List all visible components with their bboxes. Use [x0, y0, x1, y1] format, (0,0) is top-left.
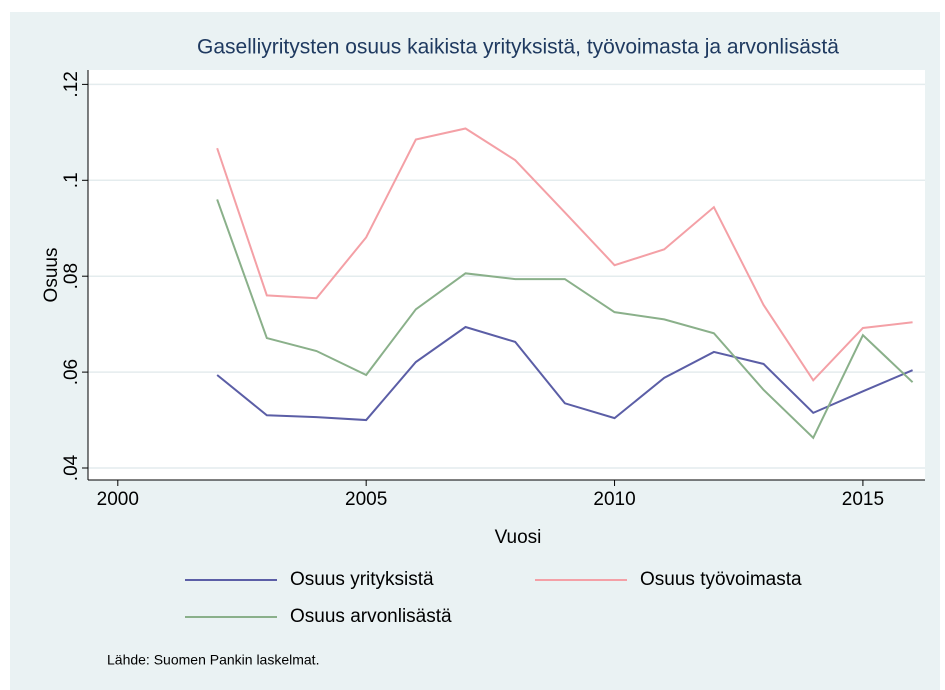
y-axis-label: Osuus [41, 248, 62, 303]
y-tick-label: .08 [61, 263, 82, 289]
plot-area [88, 70, 925, 480]
x-tick-label: 2010 [593, 489, 635, 510]
y-tick-label: .04 [61, 454, 82, 481]
y-tick-label: .12 [61, 71, 82, 97]
x-tick-label: 2005 [345, 489, 387, 510]
x-axis-label: Vuosi [495, 527, 542, 548]
y-tick-label: .06 [61, 359, 82, 385]
chart-title: Gaselliyritysten osuus kaikista yrityksi… [197, 36, 839, 59]
y-tick-label: .1 [61, 172, 82, 188]
x-tick-label: 2015 [842, 489, 884, 510]
data-line [216, 127, 913, 382]
x-tick-label: 2000 [97, 489, 139, 510]
legend-label: Osuus arvonlisästä [290, 606, 452, 627]
legend-label: Osuus työvoimasta [640, 569, 802, 590]
data-line [216, 199, 914, 440]
legend-label: Osuus yrityksistä [290, 569, 434, 590]
data-line [216, 325, 913, 422]
source-note: Lähde: Suomen Pankin laskelmat. [107, 652, 319, 668]
